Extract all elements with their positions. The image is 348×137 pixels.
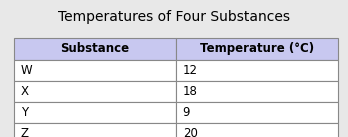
Bar	[14, 102, 176, 123]
Text: Substance: Substance	[60, 42, 129, 55]
Text: Z: Z	[21, 127, 29, 137]
Text: W: W	[21, 64, 32, 77]
Text: Temperature (°C): Temperature (°C)	[200, 42, 314, 55]
Bar	[176, 60, 338, 81]
Bar	[176, 102, 338, 123]
Bar	[14, 38, 176, 60]
Bar	[176, 123, 338, 137]
Bar	[14, 123, 176, 137]
Text: X: X	[21, 85, 29, 98]
Bar	[14, 60, 176, 81]
Text: Y: Y	[21, 106, 28, 119]
Bar	[176, 81, 338, 102]
Text: 9: 9	[183, 106, 190, 119]
Bar	[14, 81, 176, 102]
Text: Temperatures of Four Substances: Temperatures of Four Substances	[58, 10, 290, 24]
Text: 20: 20	[183, 127, 198, 137]
Text: 18: 18	[183, 85, 198, 98]
Text: 12: 12	[183, 64, 198, 77]
Bar	[176, 38, 338, 60]
